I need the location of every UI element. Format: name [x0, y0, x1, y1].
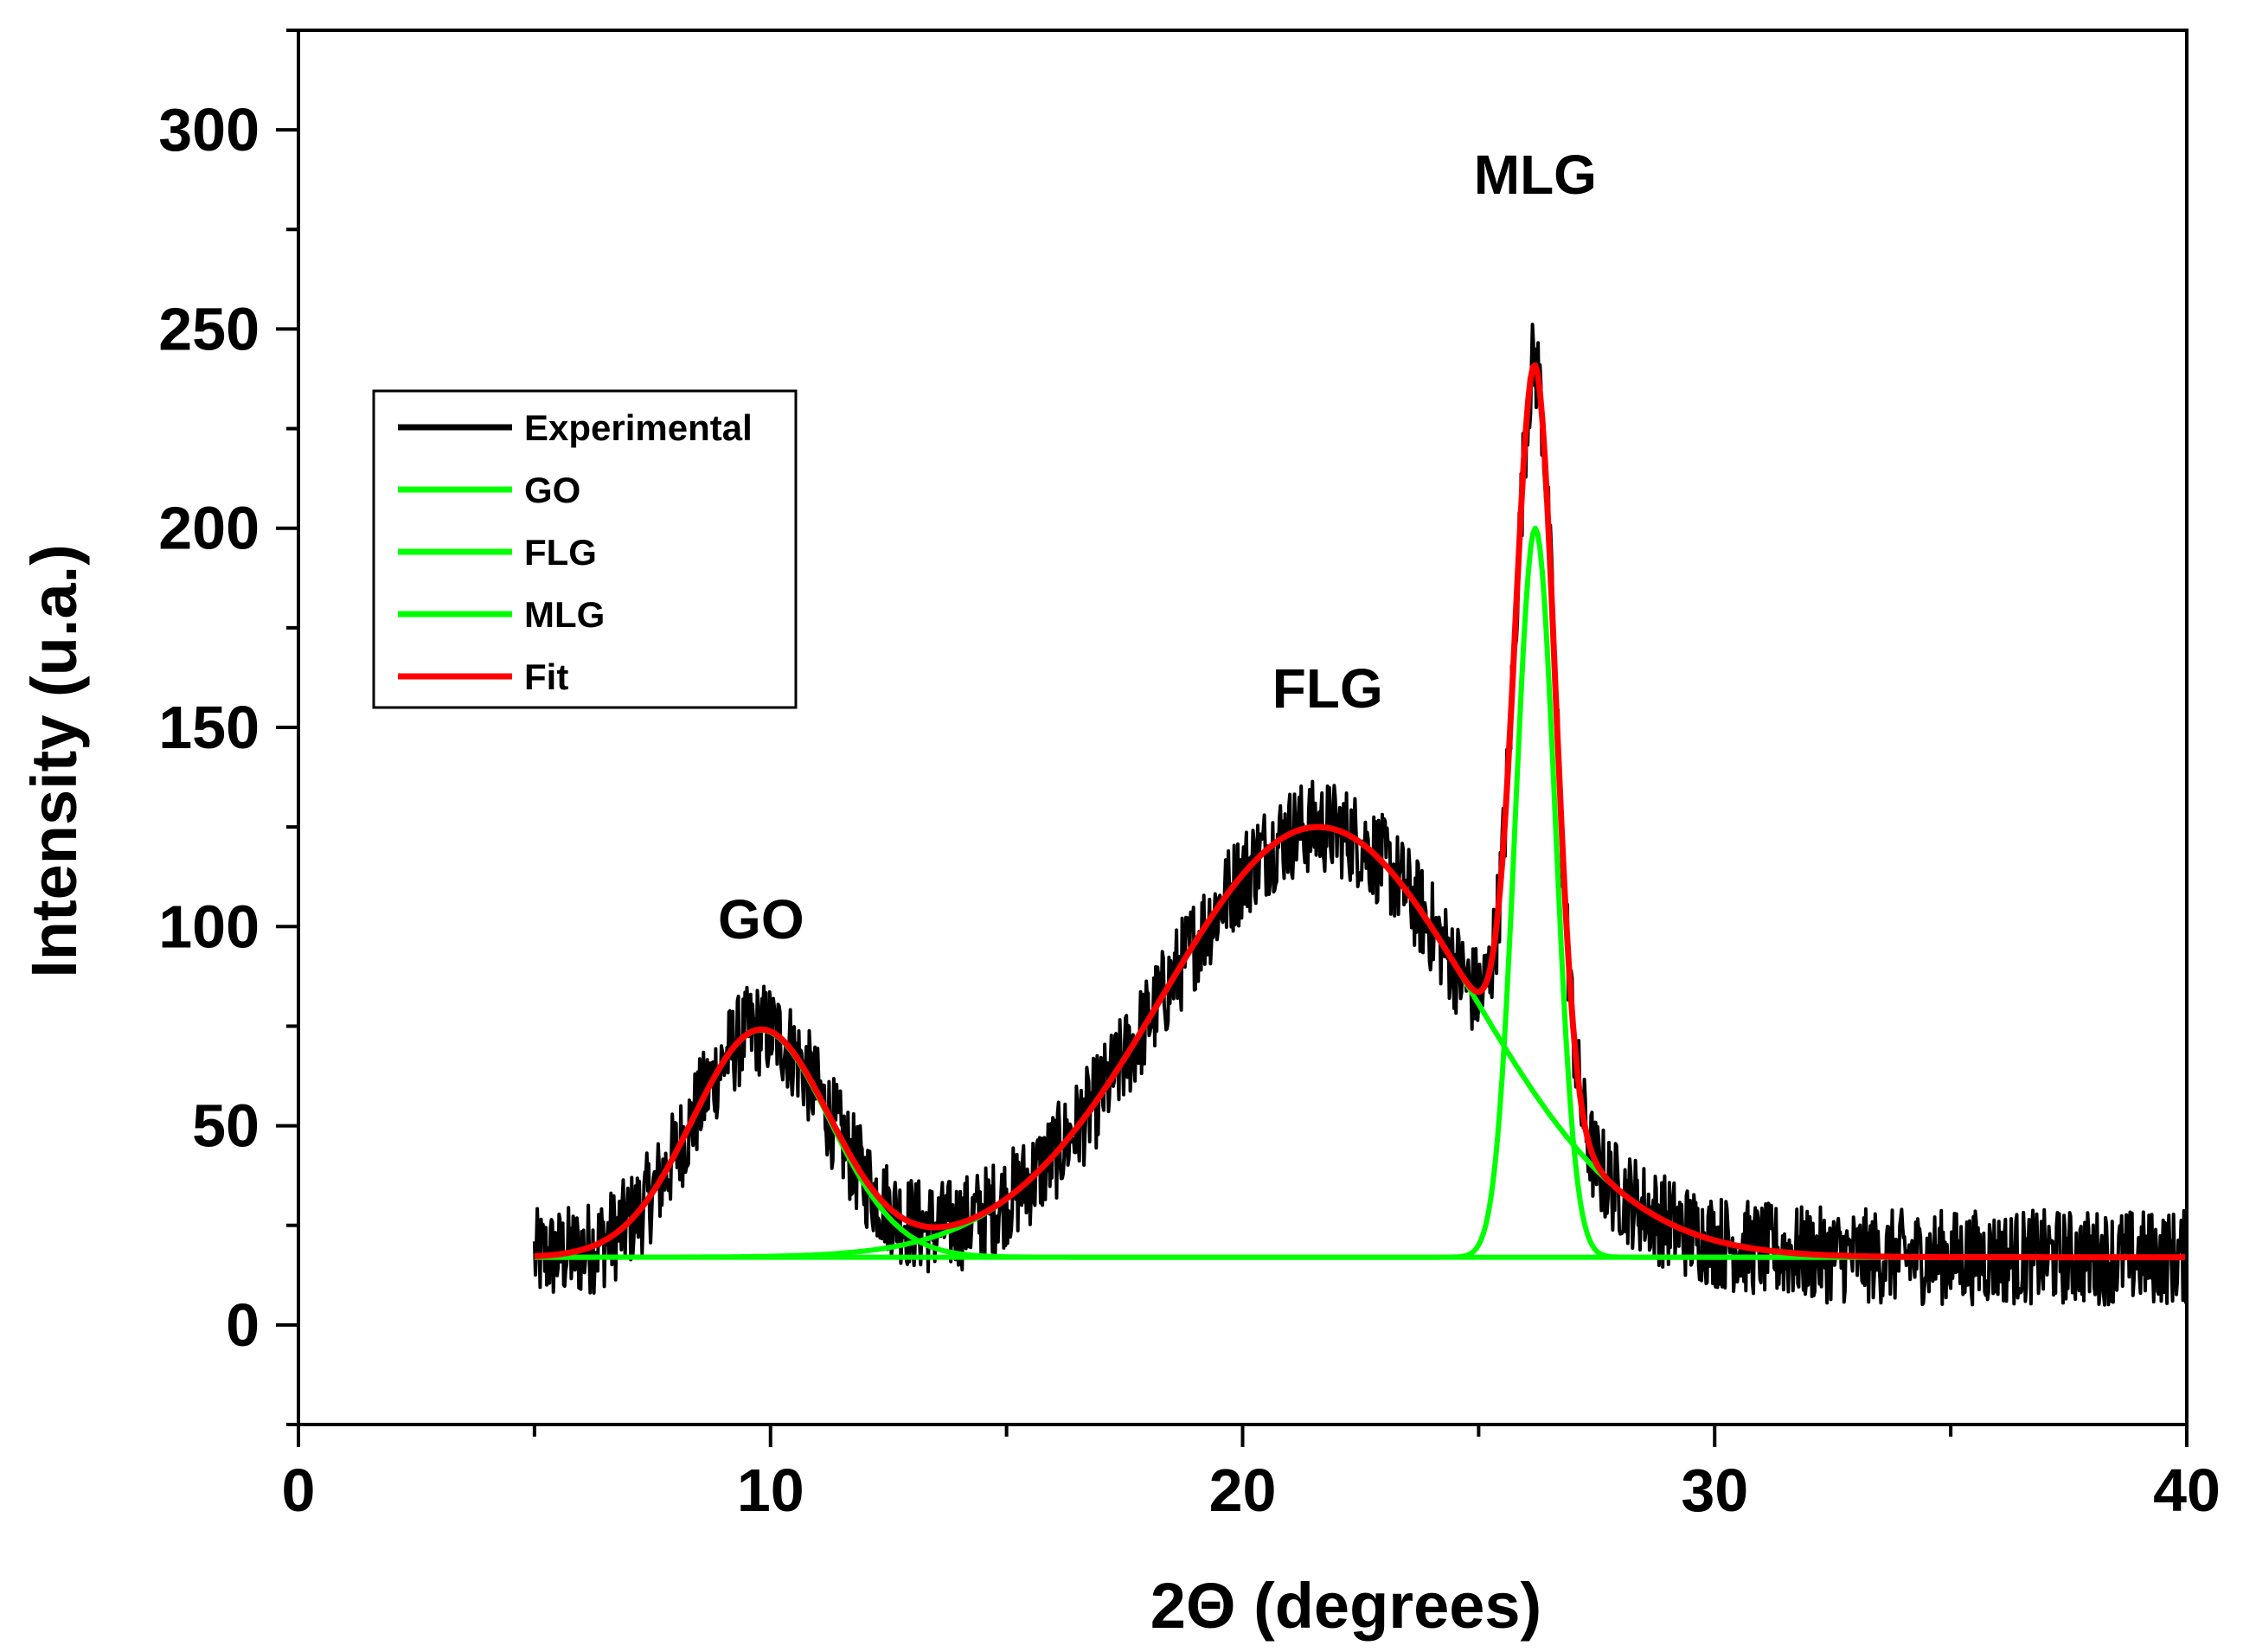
legend-label-fit: Fit — [524, 656, 568, 697]
x-tick-label: 20 — [1209, 1457, 1277, 1524]
peak-label-flg: FLG — [1272, 657, 1383, 720]
x-tick-label: 10 — [737, 1457, 804, 1524]
peak-annotations: GO FLG MLG — [718, 144, 1597, 951]
legend-item-flg: FLG — [398, 532, 597, 573]
legend-label-flg: FLG — [524, 532, 597, 573]
y-tick-label: 250 — [158, 295, 260, 362]
series-layer — [532, 323, 2189, 1307]
legend-item-go: GO — [398, 470, 580, 510]
legend-label-mlg: MLG — [524, 594, 605, 635]
legend: Experimental GO FLG MLG Fit — [372, 389, 798, 709]
series-fit-line — [534, 362, 2188, 1261]
x-tick-labels: 0 10 20 30 40 — [282, 1457, 2221, 1524]
ticks-layer — [276, 29, 2189, 1447]
y-axis-title: Intensity (u.a.) — [18, 544, 90, 978]
y-tick-label: 0 — [226, 1291, 260, 1359]
legend-item-experimental: Experimental — [398, 407, 753, 448]
y-tick-label: 50 — [192, 1092, 260, 1160]
y-tick-label: 300 — [158, 96, 260, 163]
legend-label-go: GO — [524, 470, 580, 510]
legend-item-mlg: MLG — [398, 594, 605, 635]
series-experimental-line — [532, 323, 2189, 1307]
x-tick-label: 0 — [282, 1457, 316, 1524]
peak-label-mlg: MLG — [1474, 144, 1597, 206]
x-axis-title: 2Θ (degrees) — [1150, 1570, 1541, 1642]
legend-item-fit: Fit — [398, 656, 568, 697]
y-tick-label: 100 — [158, 893, 260, 960]
y-tick-label: 200 — [158, 495, 260, 562]
y-tick-labels: 0 50 100 150 200 250 300 — [158, 96, 260, 1359]
y-tick-label: 150 — [158, 694, 260, 761]
peak-label-go: GO — [718, 888, 804, 951]
x-tick-label: 40 — [2153, 1457, 2221, 1524]
legend-label-experimental: Experimental — [524, 407, 753, 448]
x-tick-label: 30 — [1681, 1457, 1748, 1524]
